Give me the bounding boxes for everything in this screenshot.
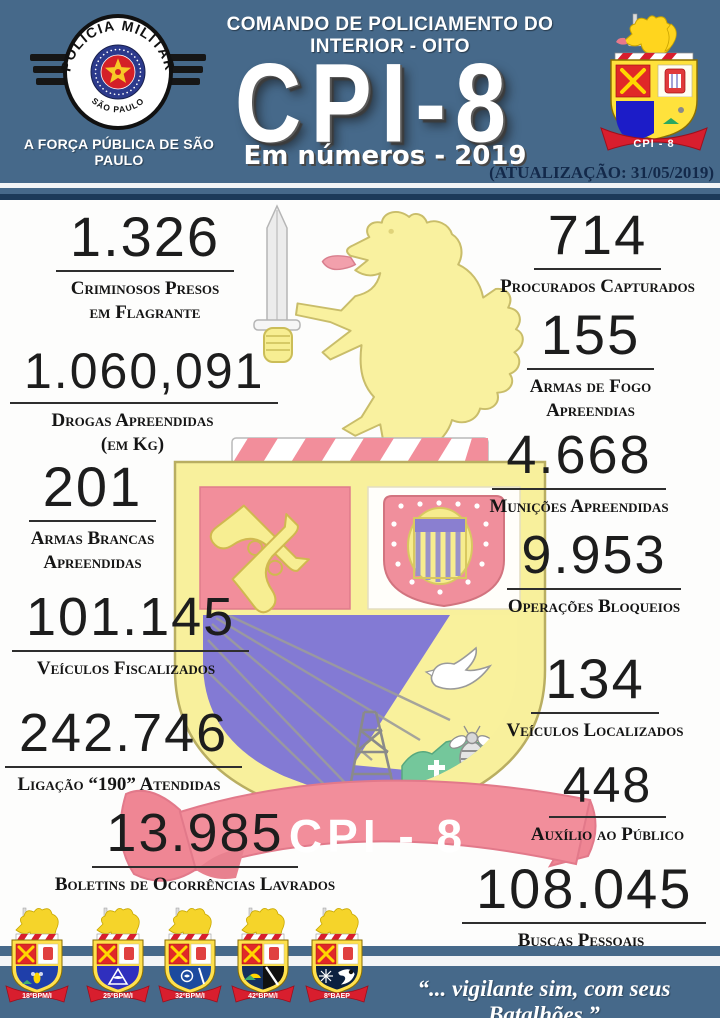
eagle-icon: [337, 968, 356, 986]
stat-armas-brancas: 201 Armas Brancas Apreendidas: [5, 458, 180, 575]
stat-label: Veículos Fiscalizados: [36, 658, 216, 680]
center-ribbon-label: CPI - 8: [289, 810, 467, 862]
stat-value: 9.953: [507, 527, 681, 591]
battalion-motif: [97, 966, 139, 990]
pm-motto: A FORÇA PÚBLICA DE SÃO PAULO: [23, 136, 215, 168]
badge-star-icon: [90, 44, 146, 100]
torse-icon: [241, 933, 285, 941]
stat-municoes-apreendidas: 4.668 Munições Apreendidas: [465, 427, 693, 519]
header-divider-band: [0, 188, 720, 194]
stat-value: 108.045: [462, 860, 707, 925]
stat-label: Auxílio ao Público: [530, 824, 685, 845]
lion-icon: [616, 15, 677, 55]
stat-auxilio-publico: 448 Auxílio ao Público: [495, 760, 720, 847]
stat-value: 448: [548, 760, 667, 818]
state-emblem-icon: [367, 486, 521, 610]
torse-icon: [15, 933, 59, 941]
stat-label: Veículos Localizados: [506, 720, 684, 742]
stat-label: Criminosos Presos em Flagrante: [70, 278, 220, 323]
battalion-crest-25bpmi-icon: 25ºBPM/I: [85, 906, 151, 1013]
state-emblem-icon: [657, 64, 693, 98]
battalion-crest-8baep-icon: 8ºBAEP: [304, 906, 370, 1013]
stat-veiculos-fiscalizados: 101.145 Veículos Fiscalizados: [12, 589, 250, 681]
stat-label: Buscas Pessoais: [517, 930, 645, 952]
lower-quarters-icon: [616, 97, 692, 139]
stat-label: Procurados Capturados: [500, 276, 695, 298]
stat-value: 1.326: [55, 208, 235, 273]
battalion-ribbon-label: 42ºBPM/I: [248, 993, 278, 1000]
battalion-ribbon-label: 32ºBPM/I: [175, 993, 205, 1000]
stat-value: 13.985: [92, 805, 298, 869]
header-divider-navy: [0, 194, 720, 200]
stat-ligacao-190: 242.746 Ligação “190” Atendidas: [5, 705, 243, 797]
torse-icon: [231, 437, 489, 465]
pistols-icon: [615, 64, 651, 98]
page-title: CPI-8: [234, 41, 516, 166]
stat-label: Munições Apreendidas: [489, 496, 669, 518]
command-title: COMANDO DE POLICIAMENTO DO INTERIOR - OI…: [226, 14, 554, 57]
stat-veiculos-localizados: 134 Veículos Localizados: [480, 650, 710, 743]
torse-icon: [614, 52, 694, 61]
stat-label: Armas de Fogo Apreendias: [529, 376, 652, 421]
battalion-crest-18bpmi-icon: 18ºBPM/I: [4, 906, 70, 1013]
stat-label: Ligação “190” Atendidas: [17, 774, 221, 796]
battalion-ribbon-label: 18ºBPM/I: [22, 993, 52, 1000]
torse-icon: [168, 933, 212, 941]
compass-icon: [319, 969, 333, 983]
cpi8-crest-small-icon: CPI - 8: [597, 12, 711, 169]
stat-operacoes-bloqueios: 9.953 Operações Bloqueios: [478, 527, 710, 619]
dove-icon: [424, 646, 493, 690]
stat-procurados-capturados: 714 Procurados Capturados: [485, 206, 710, 299]
battalion-motif: [169, 966, 211, 990]
stat-value: 101.145: [12, 589, 250, 653]
policia-militar-badge-icon: POLÍCIA MILITAR SÃO PAULO: [28, 10, 208, 139]
battalion-motif: [242, 966, 284, 990]
battalion-ribbon-label: 25ºBPM/I: [103, 993, 133, 1000]
stat-drogas-apreendidas: 1.060,091 Drogas Apreendidas (em Kg): [10, 346, 279, 457]
stat-value: 1.060,091: [10, 346, 279, 404]
stat-value: 201: [28, 458, 157, 523]
stat-value: 134: [531, 650, 659, 715]
battalion-crest-32bpmi-icon: 32ºBPM/I: [157, 906, 223, 1013]
footer-quote: “... vigilante sim, com seus Batalhões.”: [417, 976, 671, 1018]
stat-value: 155: [526, 306, 655, 371]
crest-ribbon-icon: CPI - 8: [600, 127, 708, 151]
battalion-motif: [316, 966, 358, 990]
stat-value: 242.746: [5, 705, 243, 769]
stat-buscas-pessoais: 108.045 Buscas Pessoais: [462, 860, 707, 953]
stat-label: Armas Brancas Apreendidas: [30, 528, 155, 573]
battalion-ribbon-label: 8ºBAEP: [324, 993, 350, 1000]
update-note: (ATUALIZAÇÃO: 31/05/2019): [489, 163, 714, 182]
pistols-icon: [199, 486, 351, 614]
torse-icon: [315, 933, 359, 941]
cpi8-center-crest-icon: CPI - 8: [119, 200, 600, 905]
stat-criminosos-presos: 1.326 Criminosos Presos em Flagrante: [40, 208, 250, 325]
battalion-motif: [16, 966, 58, 990]
crest-ribbon-icon: CPI - 8: [119, 779, 597, 882]
header-divider-white: [0, 183, 720, 188]
torse-icon: [96, 933, 140, 941]
battalion-crest-42bpmi-icon: 42ºBPM/I: [230, 906, 296, 1013]
stat-value: 4.668: [492, 427, 666, 491]
stat-label: Operações Bloqueios: [507, 596, 681, 618]
lion-icon: [294, 211, 524, 462]
sword-icon: [253, 204, 301, 363]
stat-boletins-ocorrencias: 13.985 Boletins de Ocorrências Lavrados: [50, 805, 340, 897]
stat-armas-de-fogo: 155 Armas de Fogo Apreendias: [478, 306, 703, 423]
crest-ribbon-label: CPI - 8: [633, 138, 674, 150]
stat-label: Drogas Apreendidas (em Kg): [51, 410, 214, 455]
stat-value: 714: [533, 206, 662, 271]
stat-label: Boletins de Ocorrências Lavrados: [54, 874, 336, 896]
subtitle: Em números - 2019: [243, 141, 527, 171]
